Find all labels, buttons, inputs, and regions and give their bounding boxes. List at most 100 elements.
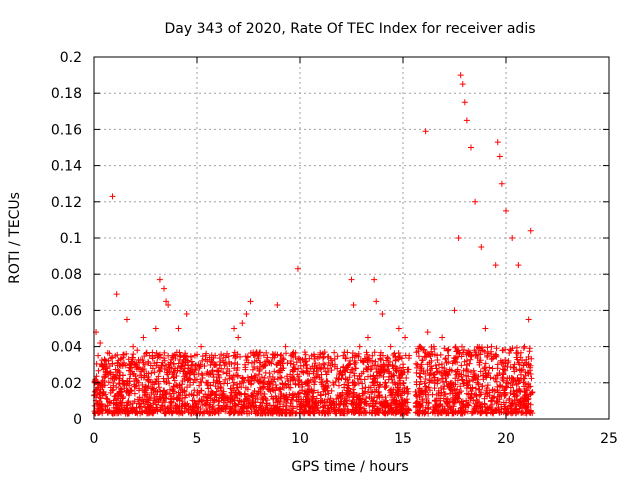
noise-point	[293, 398, 300, 405]
noise-point	[275, 395, 282, 402]
noise-point	[137, 356, 144, 363]
noise-point	[508, 400, 515, 407]
noise-point	[504, 405, 511, 412]
data-point	[406, 352, 413, 359]
noise-point	[174, 382, 181, 389]
noise-point	[484, 353, 491, 360]
noise-point	[487, 398, 494, 405]
noise-point	[154, 406, 161, 413]
noise-point	[457, 410, 464, 417]
noise-point	[283, 410, 290, 417]
noise-point	[528, 355, 535, 362]
noise-point	[171, 377, 178, 384]
noise-point	[232, 354, 239, 361]
noise-point	[493, 400, 500, 407]
noise-point	[131, 390, 138, 397]
noise-point	[183, 370, 190, 377]
noise-point	[509, 409, 516, 416]
noise-point	[392, 391, 399, 398]
data-point	[175, 325, 182, 332]
noise-point	[115, 408, 122, 415]
noise-point	[181, 387, 188, 394]
noise-point	[191, 371, 198, 378]
noise-point	[413, 399, 420, 406]
noise-point	[255, 388, 262, 395]
noise-point	[251, 363, 258, 370]
noise-point	[258, 406, 265, 413]
noise-point	[282, 380, 289, 387]
noise-point	[251, 377, 258, 384]
data-point	[525, 316, 532, 323]
noise-point	[141, 372, 148, 379]
noise-point	[442, 391, 449, 398]
noise-point	[206, 354, 213, 361]
noise-point	[311, 387, 318, 394]
noise-point	[125, 367, 132, 374]
data-point	[97, 339, 104, 346]
noise-point	[443, 410, 450, 417]
noise-point	[166, 368, 173, 375]
noise-point	[290, 405, 297, 412]
noise-point	[470, 367, 477, 374]
noise-point	[504, 363, 511, 370]
noise-point	[173, 381, 180, 388]
noise-point	[322, 387, 329, 394]
noise-point	[405, 366, 412, 373]
noise-point	[453, 348, 460, 355]
noise-point	[430, 406, 437, 413]
noise-point	[516, 387, 523, 394]
noise-point	[312, 360, 319, 367]
noise-point	[175, 389, 182, 396]
data-point	[379, 311, 386, 318]
noise-point	[377, 363, 384, 370]
noise-point	[387, 392, 394, 399]
noise-point	[188, 410, 195, 417]
noise-point	[435, 395, 442, 402]
noise-point	[471, 347, 478, 354]
noise-point	[360, 368, 367, 375]
noise-point	[468, 390, 475, 397]
noise-point	[266, 359, 273, 366]
noise-point	[396, 379, 403, 386]
noise-point	[161, 349, 168, 356]
noise-point	[314, 404, 321, 411]
noise-point	[517, 399, 524, 406]
noise-point	[474, 398, 481, 405]
noise-point	[486, 389, 493, 396]
data-point	[95, 352, 102, 359]
noise-point	[324, 353, 331, 360]
noise-point	[160, 387, 167, 394]
noise-point	[460, 367, 467, 374]
noise-point	[429, 391, 436, 398]
noise-point	[109, 354, 116, 361]
noise-point	[373, 409, 380, 416]
noise-point	[310, 403, 317, 410]
noise-point	[234, 364, 241, 371]
noise-point	[466, 378, 473, 385]
noise-point	[493, 345, 500, 352]
noise-point	[333, 395, 340, 402]
noise-point	[101, 374, 108, 381]
noise-point	[255, 353, 262, 360]
noise-point	[494, 383, 501, 390]
noise-point	[391, 372, 398, 379]
noise-point	[176, 356, 183, 363]
noise-point	[124, 399, 131, 406]
noise-point	[320, 407, 327, 414]
data-point	[191, 352, 198, 359]
noise-point	[482, 391, 489, 398]
noise-point	[355, 380, 362, 387]
noise-point	[315, 409, 322, 416]
noise-point	[344, 349, 351, 356]
noise-point	[104, 368, 111, 375]
noise-point	[477, 368, 484, 375]
noise-point	[113, 404, 120, 411]
noise-point	[188, 391, 195, 397]
noise-point	[388, 386, 395, 393]
noise-point	[391, 350, 398, 357]
noise-point	[341, 367, 348, 374]
noise-point	[446, 385, 453, 392]
noise-point	[331, 349, 338, 356]
noise-point	[270, 387, 277, 394]
noise-point	[298, 404, 305, 411]
